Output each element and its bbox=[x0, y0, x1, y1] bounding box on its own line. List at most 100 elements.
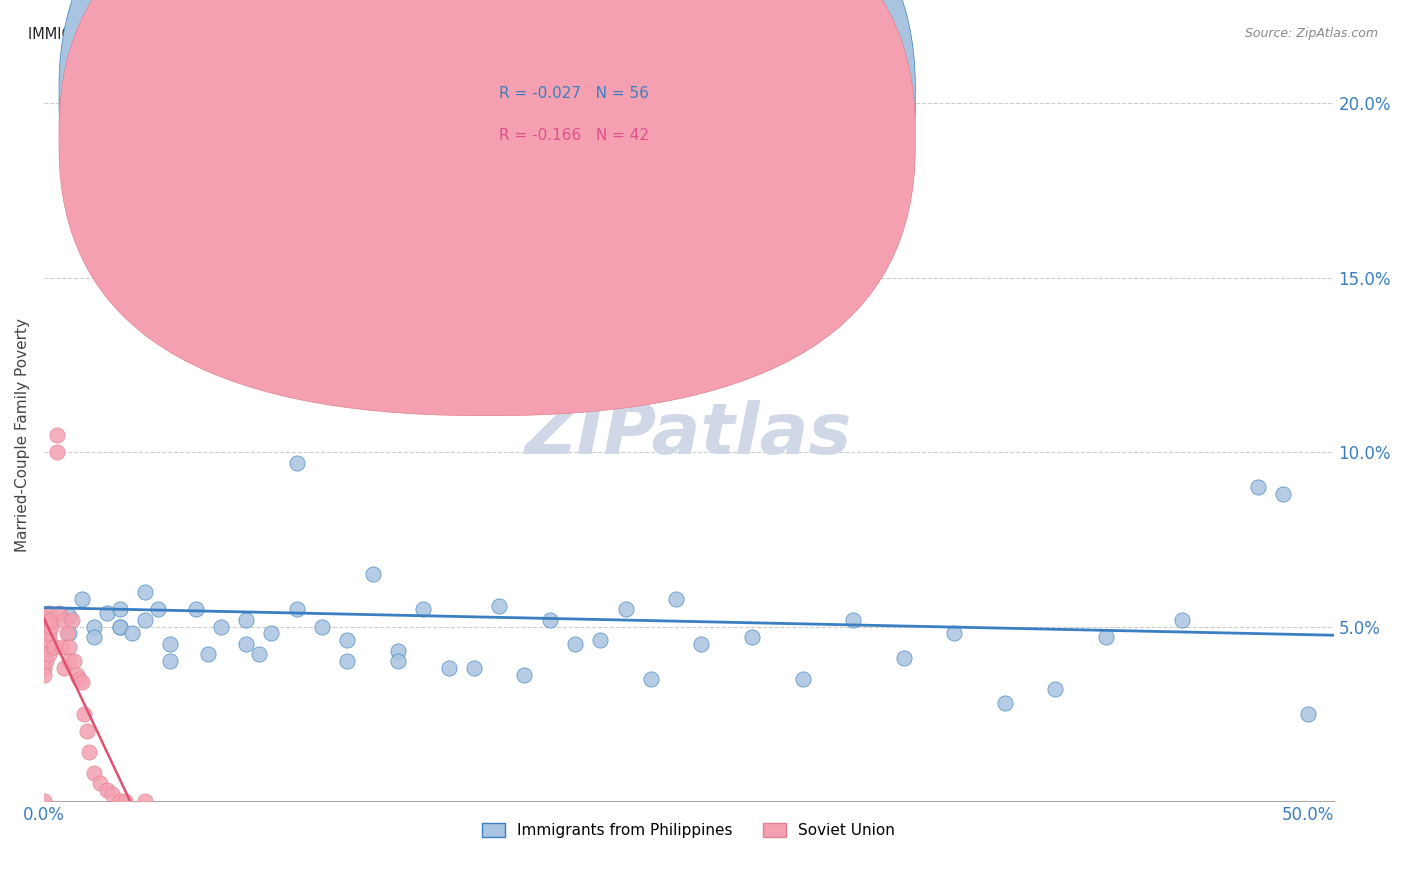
Point bbox=[89, 776, 111, 790]
Point bbox=[614, 602, 637, 616]
Point bbox=[1247, 480, 1270, 494]
Point bbox=[159, 637, 181, 651]
Point bbox=[108, 619, 131, 633]
Point bbox=[1171, 613, 1194, 627]
Point bbox=[235, 637, 257, 651]
Point bbox=[247, 648, 270, 662]
Point bbox=[38, 626, 60, 640]
Point bbox=[38, 648, 60, 662]
Point bbox=[70, 591, 93, 606]
Point bbox=[361, 567, 384, 582]
Point bbox=[412, 602, 434, 616]
Text: IMMIGRANTS FROM PHILIPPINES VS SOVIET UNION MARRIED-COUPLE FAMILY POVERTY CORREL: IMMIGRANTS FROM PHILIPPINES VS SOVIET UN… bbox=[28, 27, 818, 42]
Point bbox=[58, 626, 80, 640]
Text: R = -0.027   N = 56: R = -0.027 N = 56 bbox=[499, 87, 650, 101]
Point bbox=[32, 794, 55, 808]
Point bbox=[108, 602, 131, 616]
Point bbox=[76, 724, 98, 739]
Point bbox=[235, 613, 257, 627]
Point bbox=[463, 661, 485, 675]
Point bbox=[48, 606, 70, 620]
Point bbox=[209, 235, 232, 250]
Point bbox=[53, 613, 76, 627]
Point bbox=[665, 591, 688, 606]
Point bbox=[35, 613, 58, 627]
Legend: Immigrants from Philippines, Soviet Union: Immigrants from Philippines, Soviet Unio… bbox=[477, 817, 901, 845]
Point bbox=[58, 640, 80, 655]
Point bbox=[994, 696, 1017, 710]
Point bbox=[336, 654, 359, 668]
Point bbox=[1045, 682, 1067, 697]
Point bbox=[83, 619, 105, 633]
Point bbox=[108, 794, 131, 808]
Point bbox=[134, 613, 156, 627]
Point bbox=[42, 640, 65, 655]
Point bbox=[70, 675, 93, 690]
Point bbox=[387, 644, 409, 658]
Point bbox=[32, 668, 55, 682]
Point bbox=[32, 661, 55, 675]
Point bbox=[32, 626, 55, 640]
Point bbox=[35, 633, 58, 648]
Point bbox=[41, 619, 63, 633]
Point bbox=[32, 648, 55, 662]
Point bbox=[184, 602, 207, 616]
Point bbox=[285, 376, 308, 390]
Y-axis label: Married-Couple Family Poverty: Married-Couple Family Poverty bbox=[15, 318, 30, 551]
Point bbox=[35, 619, 58, 633]
Point bbox=[159, 654, 181, 668]
Point bbox=[114, 794, 136, 808]
Point bbox=[66, 668, 89, 682]
Point bbox=[38, 606, 60, 620]
Point bbox=[58, 609, 80, 624]
Point bbox=[38, 633, 60, 648]
Point bbox=[842, 613, 865, 627]
Point bbox=[121, 626, 143, 640]
Point bbox=[1272, 487, 1295, 501]
Point bbox=[134, 794, 156, 808]
Point bbox=[260, 626, 283, 640]
Point bbox=[893, 651, 915, 665]
Point bbox=[741, 630, 763, 644]
Point bbox=[79, 745, 101, 759]
Point bbox=[336, 633, 359, 648]
Point bbox=[63, 654, 86, 668]
Point bbox=[285, 456, 308, 470]
Point bbox=[101, 787, 124, 801]
Point bbox=[690, 637, 713, 651]
Point bbox=[1095, 630, 1118, 644]
Text: Source: ZipAtlas.com: Source: ZipAtlas.com bbox=[1244, 27, 1378, 40]
Point bbox=[146, 602, 169, 616]
Point bbox=[41, 613, 63, 627]
Point bbox=[640, 672, 662, 686]
Point bbox=[35, 654, 58, 668]
Point bbox=[311, 619, 333, 633]
Point bbox=[943, 626, 966, 640]
Point bbox=[488, 599, 510, 613]
Point bbox=[538, 613, 561, 627]
Point bbox=[96, 783, 118, 797]
Point bbox=[73, 706, 96, 721]
Point bbox=[53, 661, 76, 675]
Point bbox=[513, 668, 536, 682]
Point bbox=[55, 626, 77, 640]
Point bbox=[209, 619, 232, 633]
Point bbox=[589, 633, 612, 648]
Point bbox=[60, 613, 83, 627]
Point bbox=[45, 427, 67, 442]
Text: ZIPatlas: ZIPatlas bbox=[524, 401, 852, 469]
Point bbox=[32, 654, 55, 668]
Point bbox=[1298, 706, 1320, 721]
Point bbox=[564, 637, 586, 651]
Point bbox=[285, 602, 308, 616]
Point bbox=[96, 606, 118, 620]
Point bbox=[437, 661, 460, 675]
Point bbox=[387, 654, 409, 668]
Point bbox=[67, 672, 90, 686]
Point bbox=[58, 654, 80, 668]
Point bbox=[134, 584, 156, 599]
Point bbox=[197, 648, 219, 662]
Point bbox=[83, 630, 105, 644]
Point bbox=[32, 609, 55, 624]
Text: R = -0.166   N = 42: R = -0.166 N = 42 bbox=[499, 128, 650, 143]
